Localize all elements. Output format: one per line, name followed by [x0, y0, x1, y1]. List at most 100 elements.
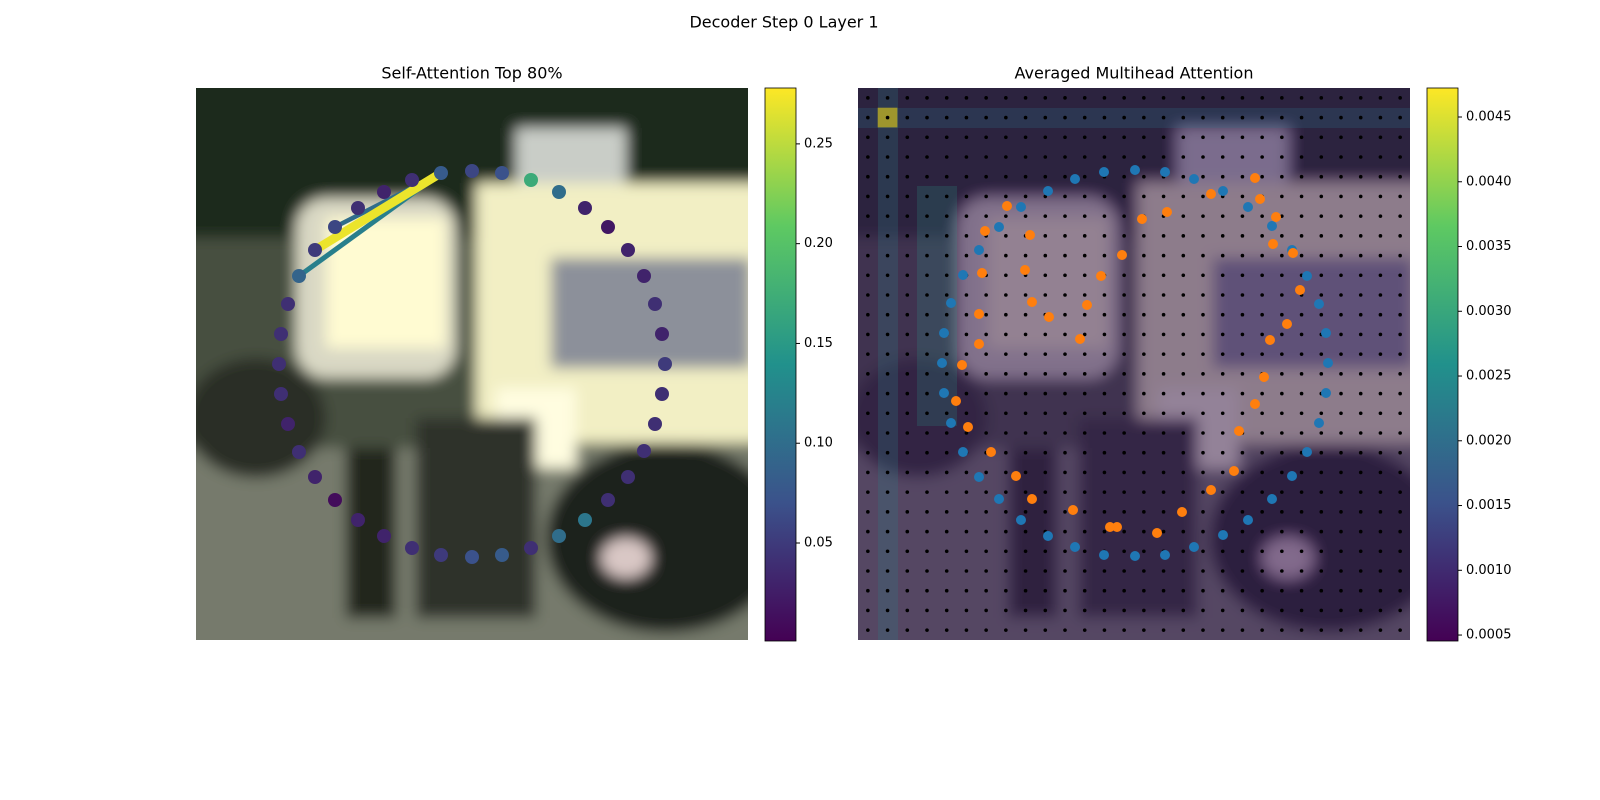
point	[308, 470, 322, 484]
patch-dot	[984, 569, 988, 573]
point	[578, 513, 592, 527]
point	[1137, 214, 1147, 224]
patch-dot	[1260, 628, 1264, 632]
patch-dot	[905, 490, 910, 494]
point	[1267, 494, 1277, 504]
patch-dot	[1319, 273, 1324, 278]
patch-dot	[1023, 411, 1028, 416]
point	[351, 513, 365, 527]
patch-dot	[1201, 569, 1205, 573]
patch-dot	[1082, 510, 1087, 514]
patch-dot	[1161, 510, 1166, 514]
patch-dot	[1023, 155, 1028, 159]
patch-dot	[1142, 431, 1146, 435]
patch-dot	[925, 450, 929, 455]
patch-dot	[1240, 411, 1245, 416]
patch-dot	[1339, 628, 1343, 632]
patch-dot	[1181, 352, 1186, 356]
patch-dot	[885, 214, 890, 218]
patch-dot	[1319, 135, 1324, 140]
patch-dot	[1358, 588, 1363, 593]
patch-dot	[1358, 234, 1363, 238]
patch-dot	[1220, 391, 1225, 396]
patch-dot	[1280, 450, 1284, 455]
patch-dot	[1240, 569, 1245, 573]
patch-dot	[944, 588, 949, 593]
patch-dot	[905, 588, 910, 593]
patch-dot	[964, 588, 969, 593]
patch-dot	[1004, 411, 1008, 416]
patch-dot	[1260, 234, 1264, 238]
patch-dot	[1161, 352, 1166, 356]
patch-dot	[1004, 352, 1008, 356]
patch-dot	[885, 431, 890, 435]
patch-dot	[944, 470, 949, 475]
patch-dot	[1063, 391, 1067, 396]
point	[986, 447, 996, 457]
patch-dot	[1102, 529, 1107, 534]
point	[980, 226, 990, 236]
patch-dot	[1378, 96, 1383, 100]
patch-dot	[1240, 470, 1245, 475]
point	[1314, 418, 1324, 428]
patch-dot	[984, 135, 988, 140]
patch-dot	[1102, 588, 1107, 593]
patch-dot	[1181, 332, 1186, 337]
patch-dot	[1398, 391, 1402, 396]
patch-dot	[1319, 253, 1324, 258]
patch-dot	[944, 372, 949, 376]
patch-dot	[1220, 510, 1225, 514]
patch-dot	[1082, 234, 1087, 238]
patch-dot	[905, 391, 910, 396]
point	[1099, 550, 1109, 560]
patch-dot	[1102, 115, 1107, 120]
patch-dot	[1378, 391, 1383, 396]
patch-dot	[1319, 510, 1324, 514]
patch-dot	[1142, 273, 1146, 278]
patch-dot	[1043, 450, 1048, 455]
patch-dot	[1378, 549, 1383, 554]
patch-dot	[885, 628, 890, 632]
patch-dot	[1201, 450, 1205, 455]
patch-dot	[984, 529, 988, 534]
patch-dot	[1240, 450, 1245, 455]
patch-dot	[866, 234, 870, 238]
patch-dot	[1161, 253, 1166, 258]
patch-dot	[1398, 608, 1402, 613]
patch-dot	[925, 510, 929, 514]
point	[1068, 505, 1078, 515]
patch-dot	[885, 588, 890, 593]
patch-dot	[1260, 529, 1264, 534]
patch-dot	[1004, 628, 1008, 632]
patch-dot	[1280, 529, 1284, 534]
colorbar-tick-label: 0.0010	[1466, 563, 1512, 578]
patch-dot	[1339, 293, 1343, 297]
point	[1323, 358, 1333, 368]
patch-dot	[866, 431, 870, 435]
patch-dot	[1299, 312, 1304, 317]
patch-dot	[905, 293, 910, 297]
patch-dot	[866, 214, 870, 218]
point	[1267, 221, 1277, 231]
axes-right	[858, 88, 1410, 640]
point	[977, 268, 987, 278]
patch-dot	[1201, 96, 1205, 100]
patch-dot	[1398, 510, 1402, 514]
patch-dot	[1023, 332, 1028, 337]
patch-dot	[1082, 96, 1087, 100]
patch-dot	[1358, 352, 1363, 356]
patch-dot	[885, 569, 890, 573]
patch-dot	[1122, 372, 1126, 376]
patch-dot	[925, 135, 929, 140]
point	[1162, 207, 1172, 217]
patch-dot	[905, 569, 910, 573]
patch-dot	[1004, 569, 1008, 573]
patch-dot	[1043, 628, 1048, 632]
patch-dot	[1358, 510, 1363, 514]
patch-dot	[1240, 135, 1245, 140]
patch-dot	[1161, 135, 1166, 140]
patch-dot	[1082, 529, 1087, 534]
patch-dot	[1319, 470, 1324, 475]
patch-dot	[1004, 214, 1008, 218]
patch-dot	[905, 510, 910, 514]
